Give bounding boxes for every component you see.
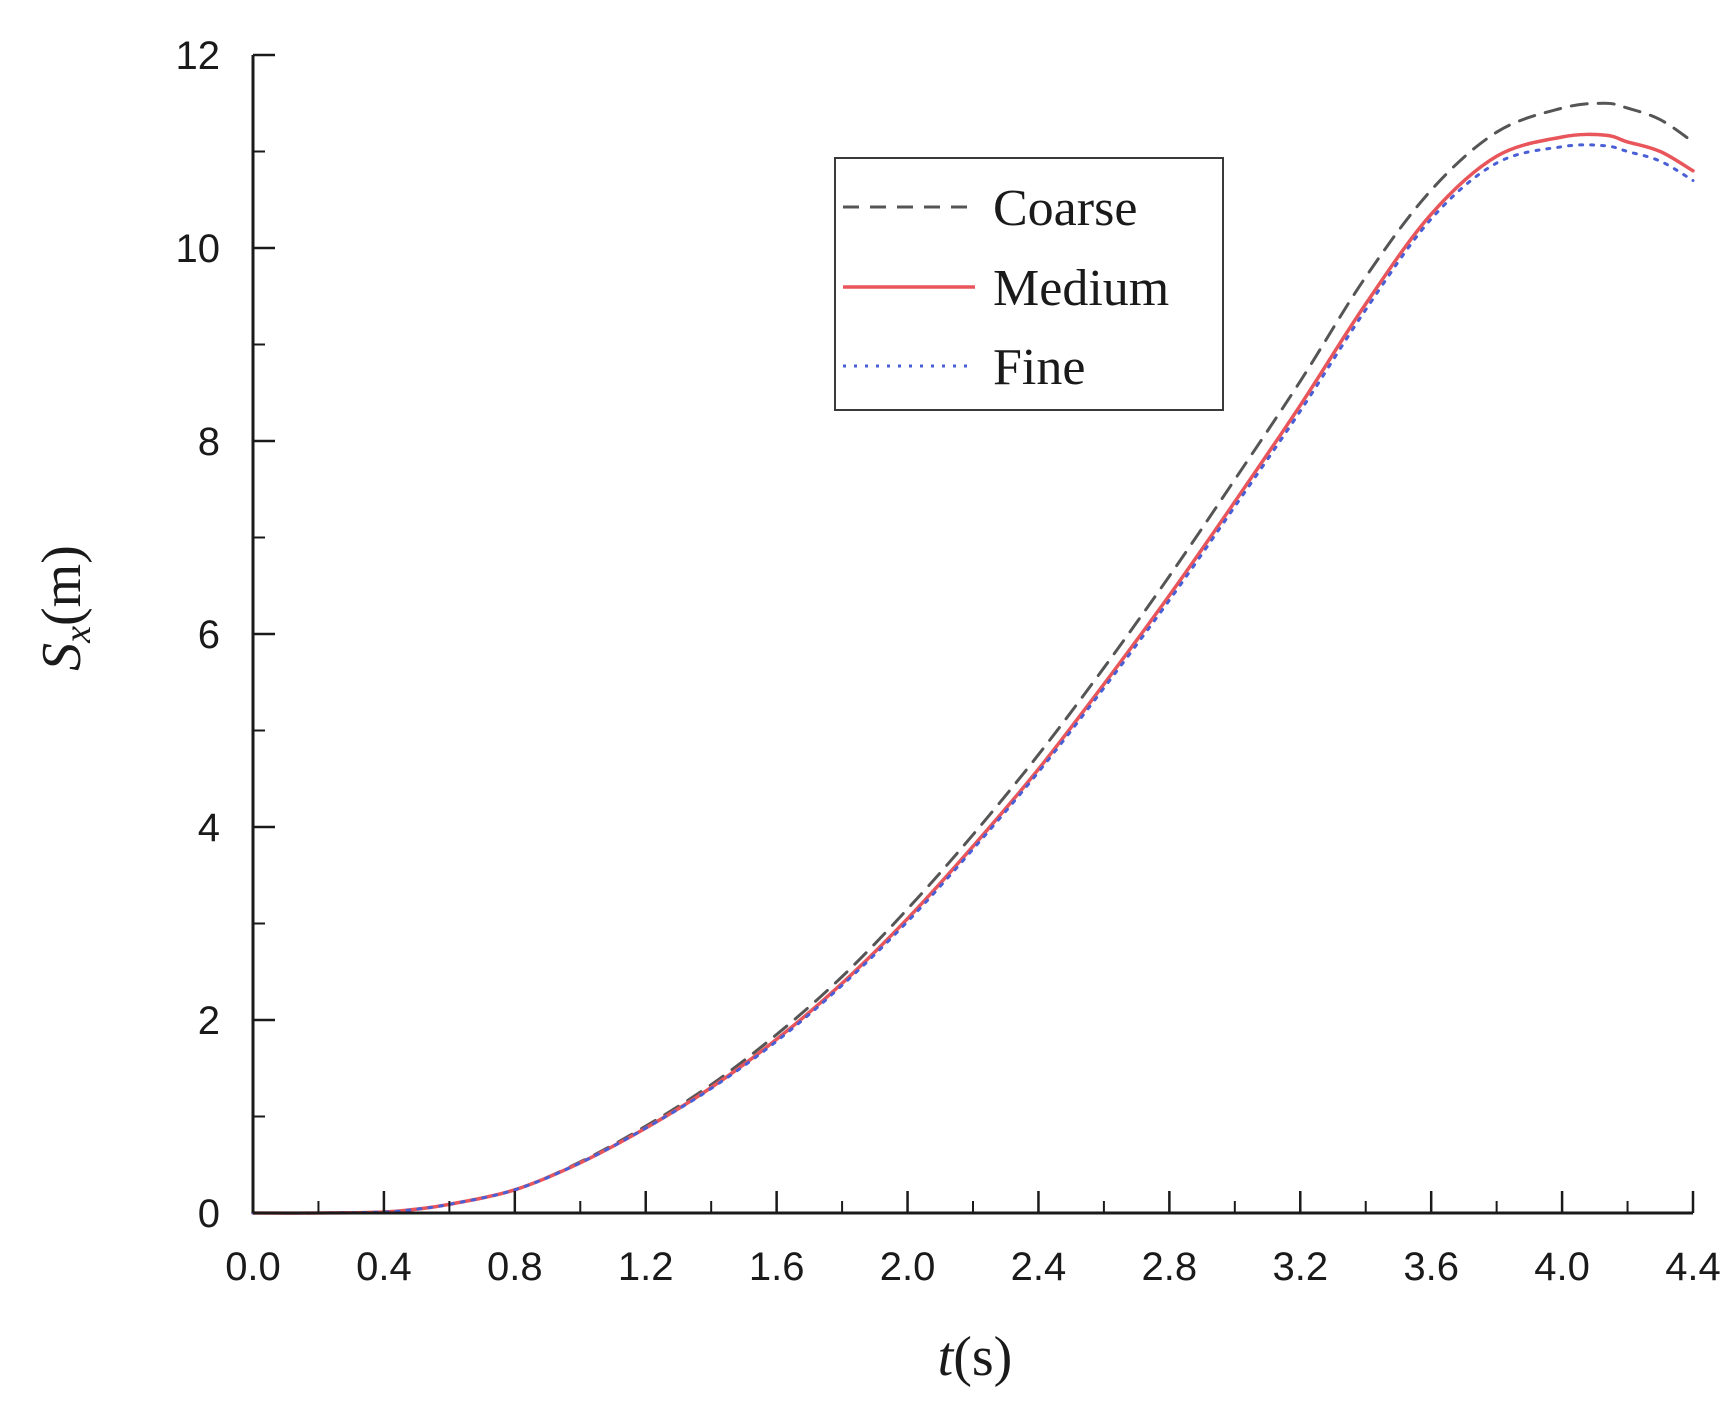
legend: Coarse Medium Fine — [834, 157, 1224, 411]
x-tick-label: 1.6 — [749, 1245, 805, 1289]
y-tick-label: 8 — [198, 420, 220, 464]
legend-label-medium: Medium — [993, 260, 1169, 317]
x-tick-label: 3.2 — [1272, 1245, 1328, 1289]
series-line-fine — [251, 143, 1695, 1215]
y-tick-label: 0 — [198, 1192, 220, 1236]
y-axis-title: Sx(m) — [31, 545, 99, 671]
y-tick-label: 4 — [198, 806, 220, 850]
x-tick-label: 4.0 — [1534, 1245, 1590, 1289]
y-tick-label: 2 — [198, 999, 220, 1043]
y-axis-unit: (m) — [31, 545, 93, 626]
y-axis-symbol: S — [31, 643, 93, 671]
x-axis-unit: (s) — [953, 1326, 1012, 1388]
y-axis-subscript: x — [57, 626, 99, 644]
legend-label-coarse: Coarse — [993, 180, 1137, 237]
x-tick-label: 2.8 — [1142, 1245, 1198, 1289]
legend-label-fine: Fine — [993, 339, 1085, 396]
x-tick-label: 1.2 — [618, 1245, 674, 1289]
legend-box — [834, 157, 1224, 411]
x-tick-label: 2.4 — [1011, 1245, 1067, 1289]
y-tick-label: 12 — [176, 34, 221, 78]
y-tick-label: 6 — [198, 613, 220, 657]
ticks — [251, 53, 1695, 1215]
x-tick-label: 0.0 — [225, 1245, 281, 1289]
x-axis-title: t(s) — [938, 1326, 1013, 1388]
x-tick-label: 2.0 — [880, 1245, 936, 1289]
tick-labels: 0.0 0.4 0.8 1.2 1.6 2.0 2.4 2.8 3.2 3.6 4.0 4.4 0 2 4 6… — [176, 34, 1721, 1289]
y-tick-label: 10 — [176, 227, 221, 271]
x-tick-label: 3.6 — [1403, 1245, 1459, 1289]
x-tick-label: 0.8 — [487, 1245, 543, 1289]
x-tick-label: 4.4 — [1665, 1245, 1721, 1289]
plot-lines — [251, 101, 1695, 1215]
x-axis-symbol: t — [938, 1326, 955, 1388]
x-tick-label: 0.4 — [356, 1245, 412, 1289]
